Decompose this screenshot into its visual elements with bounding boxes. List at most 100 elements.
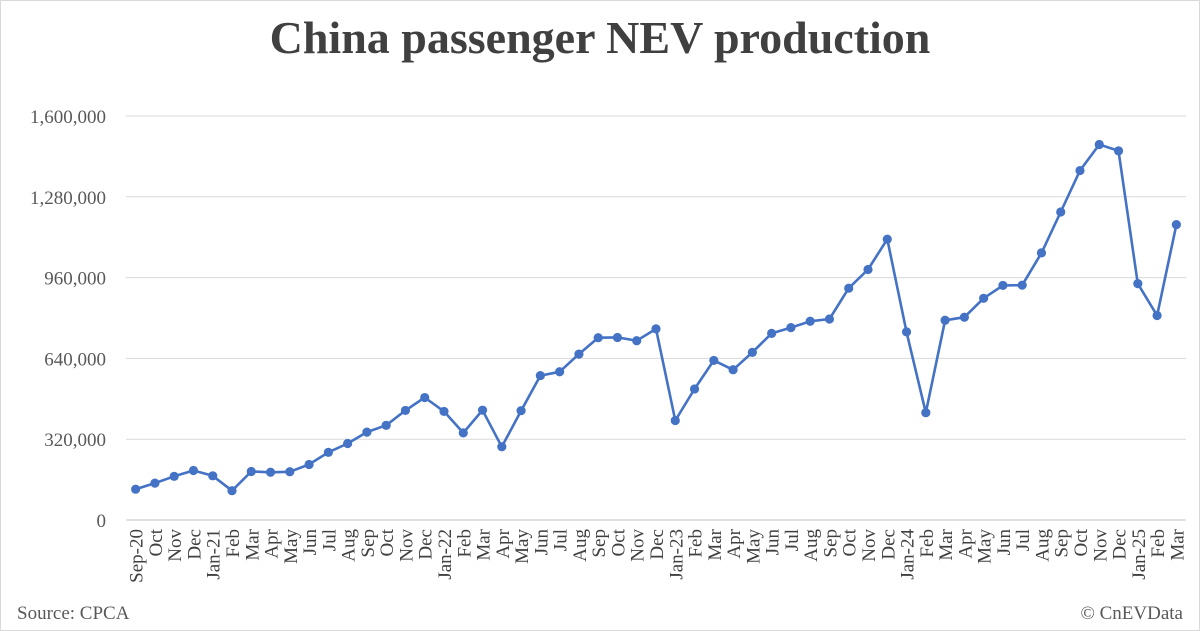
x-tick-label: Feb	[454, 529, 475, 558]
data-point	[767, 328, 777, 339]
y-tick-label: 640,000	[44, 349, 106, 370]
data-point	[882, 234, 892, 244]
y-tick-label: 320,000	[44, 430, 106, 451]
data-point	[1171, 219, 1181, 230]
data-point	[516, 406, 526, 416]
x-tick-label: Oct	[146, 528, 167, 556]
x-tick-label: May	[281, 529, 302, 564]
x-tick-label: Oct	[377, 528, 398, 556]
data-point	[497, 442, 507, 452]
x-tick-label: Jan-21	[204, 529, 225, 580]
x-tick-label: Mar	[705, 528, 726, 560]
data-point	[728, 365, 738, 375]
data-point	[1036, 248, 1047, 258]
data-point	[1094, 139, 1104, 150]
data-point	[940, 315, 950, 325]
data-point	[1017, 280, 1027, 290]
data-point	[246, 466, 256, 477]
data-point	[458, 428, 468, 438]
x-tick-label: Feb	[917, 529, 938, 558]
data-point	[285, 467, 295, 477]
data-point	[323, 447, 333, 457]
x-tick-label: Mar	[936, 528, 957, 560]
x-tick-label: Jan-23	[666, 529, 687, 580]
x-tick-label: Jul	[319, 529, 340, 551]
data-point	[150, 478, 160, 488]
data-point	[169, 471, 179, 481]
x-tick-label: Jun	[531, 529, 552, 556]
x-tick-label: May	[512, 529, 533, 564]
data-point	[670, 415, 680, 426]
x-tick-label: Sep	[1052, 529, 1073, 558]
data-point	[362, 427, 372, 437]
x-tick-label: Nov	[396, 529, 417, 562]
data-point	[535, 370, 545, 381]
data-point	[477, 405, 488, 415]
y-tick-label: 1,600,000	[30, 107, 106, 128]
data-point	[786, 322, 796, 333]
x-tick-label: Mar	[474, 528, 495, 560]
x-tick-label: Dec	[184, 529, 205, 560]
x-tick-label: Jan-22	[435, 529, 456, 580]
x-tick-label: Jan-25	[1129, 529, 1150, 580]
data-point	[1113, 146, 1124, 156]
x-tick-label: Jan-24	[898, 529, 919, 580]
x-tick-label: Jun	[763, 529, 784, 556]
x-tick-label: Oct	[840, 528, 861, 556]
x-tick-label: Oct	[608, 528, 629, 556]
x-tick-label: Jul	[1013, 529, 1034, 551]
data-point	[998, 280, 1008, 291]
x-tick-label: Dec	[878, 529, 899, 560]
x-tick-label: Sep	[820, 529, 841, 558]
x-tick-label: Apr	[493, 528, 514, 558]
x-tick-label: Mar	[1167, 528, 1188, 560]
x-tick-label: Nov	[165, 529, 186, 562]
x-tick-label: Mar	[242, 528, 263, 560]
data-point	[709, 355, 719, 366]
x-tick-label: Apr	[724, 528, 745, 558]
copyright-note: © CnEVData	[1080, 603, 1183, 624]
x-tick-label: Jun	[994, 529, 1015, 556]
data-point	[612, 332, 623, 343]
data-point	[1152, 310, 1162, 321]
data-point	[343, 438, 353, 449]
x-tick-label: Sep	[358, 529, 379, 558]
data-point	[979, 293, 989, 303]
x-tick-label: Aug	[570, 529, 591, 562]
data-point	[555, 367, 565, 377]
x-tick-label: Dec	[1110, 529, 1131, 560]
data-point	[747, 347, 757, 357]
x-tick-label: Apr	[955, 528, 976, 558]
data-point	[863, 264, 873, 275]
data-point	[805, 316, 815, 326]
x-tick-label: Feb	[223, 529, 244, 558]
x-tick-label: Dec	[647, 529, 668, 560]
data-point	[1133, 279, 1143, 289]
data-point	[227, 486, 237, 496]
data-point	[188, 465, 199, 476]
x-tick-label: Aug	[801, 529, 822, 562]
data-point	[921, 408, 931, 418]
data-point	[824, 314, 835, 324]
x-tick-label: Feb	[1148, 529, 1169, 558]
x-tick-label: May	[975, 529, 996, 564]
data-point	[574, 349, 584, 359]
data-point	[844, 283, 854, 293]
x-tick-label: May	[743, 529, 764, 564]
x-tick-label: Apr	[262, 528, 283, 558]
x-tick-label: Nov	[628, 529, 649, 562]
data-point	[381, 420, 391, 430]
x-tick-label: Aug	[1032, 529, 1053, 562]
source-note: Source: CPCA	[17, 603, 130, 624]
x-tick-label: Aug	[339, 529, 360, 562]
data-point	[131, 484, 141, 494]
data-point	[265, 467, 276, 477]
x-tick-label: Jul	[551, 529, 572, 551]
y-tick-label: 960,000	[44, 269, 106, 290]
x-tick-label: Sep-20	[127, 529, 148, 583]
x-tick-label: Feb	[686, 529, 707, 558]
data-point	[632, 336, 642, 346]
chart-title: China passenger NEV production	[269, 12, 931, 63]
